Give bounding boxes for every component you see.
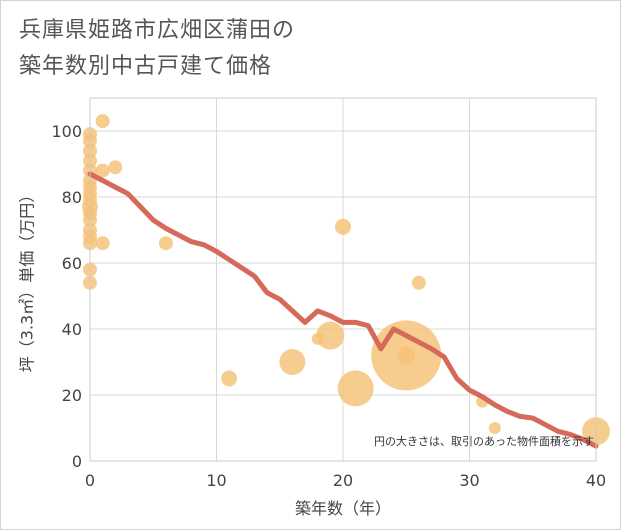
bubble-size-note: 円の大きさは、取引のあった物件面積を示す — [374, 434, 594, 448]
chart-grid — [90, 98, 596, 461]
y-tick-label: 20 — [62, 386, 82, 405]
plot-frame — [89, 97, 597, 462]
bubble-point — [397, 346, 416, 365]
bubble-point — [488, 422, 501, 434]
trend-line-series — [87, 171, 599, 449]
y-tick-label: 80 — [62, 188, 82, 207]
bubble-point — [95, 163, 110, 178]
bubble-point — [95, 114, 110, 129]
x-tick-label: 20 — [333, 471, 353, 490]
bubble-point — [108, 160, 123, 175]
y-axis-ticks: 0 20 40 60 80 100 — [51, 122, 82, 471]
bubble-point — [411, 275, 426, 290]
y-tick-label: 60 — [62, 254, 82, 273]
x-tick-label: 10 — [206, 471, 226, 490]
y-axis-label: 坪（3.3㎡）単価（万円） — [18, 187, 37, 372]
y-tick-label: 0 — [72, 452, 82, 471]
bubble-point — [337, 370, 374, 407]
x-tick-label: 40 — [586, 471, 606, 490]
bubble-point — [316, 321, 345, 350]
y-tick-label: 40 — [62, 320, 82, 339]
average-price-line — [87, 171, 599, 449]
bubble-point — [279, 349, 306, 375]
x-tick-label: 0 — [85, 471, 95, 490]
bubble-point — [311, 332, 324, 345]
chart-title: 兵庫県姫路市広畑区蒲田の 築年数別中古戸建て価格 — [19, 18, 296, 79]
x-axis-label: 築年数（年） — [295, 499, 391, 518]
bubble-point — [335, 218, 351, 235]
bubble-point — [158, 236, 173, 251]
x-tick-label: 30 — [459, 471, 479, 490]
y-tick-label: 100 — [51, 122, 82, 141]
bubble-point — [95, 236, 110, 251]
x-axis-ticks: 0 10 20 30 40 — [85, 471, 606, 490]
bubble-point — [221, 370, 238, 387]
bubble-series — [82, 114, 610, 446]
